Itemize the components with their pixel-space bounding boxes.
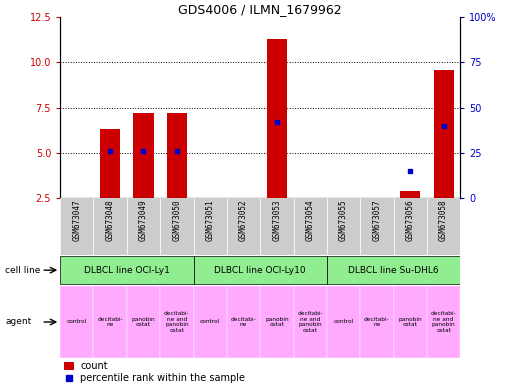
Text: DLBCL line OCI-Ly1: DLBCL line OCI-Ly1 bbox=[84, 266, 170, 275]
Bar bbox=[427, 198, 460, 255]
Bar bbox=[133, 113, 154, 198]
Bar bbox=[360, 286, 393, 358]
Bar bbox=[167, 113, 187, 198]
Bar bbox=[327, 256, 460, 284]
Text: percentile rank within the sample: percentile rank within the sample bbox=[80, 373, 245, 383]
Text: DLBCL line Su-DHL6: DLBCL line Su-DHL6 bbox=[348, 266, 439, 275]
Title: GDS4006 / ILMN_1679962: GDS4006 / ILMN_1679962 bbox=[178, 3, 342, 16]
Bar bbox=[227, 198, 260, 255]
Text: GSM673050: GSM673050 bbox=[173, 199, 181, 240]
Bar bbox=[434, 70, 453, 198]
Text: GSM673051: GSM673051 bbox=[206, 199, 214, 240]
Bar bbox=[394, 286, 427, 358]
Text: decitabi-
ne and
panobin
ostat: decitabi- ne and panobin ostat bbox=[431, 311, 457, 333]
Text: decitabi-
ne and
panobin
ostat: decitabi- ne and panobin ostat bbox=[164, 311, 190, 333]
Text: GSM673058: GSM673058 bbox=[439, 199, 448, 240]
Bar bbox=[194, 286, 227, 358]
Text: GSM673053: GSM673053 bbox=[272, 199, 281, 240]
Bar bbox=[400, 190, 420, 198]
Text: GSM673047: GSM673047 bbox=[72, 199, 81, 240]
Text: control: control bbox=[67, 319, 87, 324]
Bar bbox=[260, 286, 293, 358]
Bar bbox=[227, 286, 260, 358]
Bar bbox=[194, 256, 327, 284]
Text: agent: agent bbox=[5, 318, 31, 326]
Text: decitabi-
ne: decitabi- ne bbox=[364, 317, 390, 327]
Text: GSM673049: GSM673049 bbox=[139, 199, 148, 240]
Bar bbox=[327, 198, 360, 255]
Bar bbox=[60, 198, 94, 255]
Bar bbox=[127, 198, 160, 255]
Bar bbox=[360, 198, 393, 255]
Text: GSM673054: GSM673054 bbox=[306, 199, 315, 240]
Text: count: count bbox=[80, 361, 108, 371]
Text: GSM673055: GSM673055 bbox=[339, 199, 348, 240]
Bar bbox=[194, 198, 227, 255]
Bar bbox=[267, 39, 287, 198]
Bar bbox=[94, 198, 127, 255]
Text: panobin
ostat: panobin ostat bbox=[399, 317, 422, 327]
Bar bbox=[60, 256, 194, 284]
Bar bbox=[327, 286, 360, 358]
Text: DLBCL line OCI-Ly10: DLBCL line OCI-Ly10 bbox=[214, 266, 306, 275]
Bar bbox=[64, 362, 74, 370]
Text: decitabi-
ne: decitabi- ne bbox=[231, 317, 256, 327]
Text: GSM673048: GSM673048 bbox=[106, 199, 115, 240]
Text: GSM673052: GSM673052 bbox=[239, 199, 248, 240]
Bar bbox=[60, 286, 94, 358]
Text: control: control bbox=[200, 319, 220, 324]
Text: GSM673056: GSM673056 bbox=[406, 199, 415, 240]
Bar bbox=[427, 286, 460, 358]
Text: panobin
ostat: panobin ostat bbox=[132, 317, 155, 327]
Bar bbox=[293, 286, 327, 358]
Text: decitabi-
ne: decitabi- ne bbox=[97, 317, 123, 327]
Bar bbox=[260, 198, 293, 255]
Bar bbox=[160, 286, 194, 358]
Text: panobin
ostat: panobin ostat bbox=[265, 317, 289, 327]
Bar bbox=[160, 198, 194, 255]
Bar bbox=[127, 286, 160, 358]
Text: control: control bbox=[334, 319, 354, 324]
Bar bbox=[394, 198, 427, 255]
Bar bbox=[100, 129, 120, 198]
Text: cell line: cell line bbox=[5, 266, 41, 275]
Bar bbox=[293, 198, 327, 255]
Text: decitabi-
ne and
panobin
ostat: decitabi- ne and panobin ostat bbox=[298, 311, 323, 333]
Bar bbox=[94, 286, 127, 358]
Text: GSM673057: GSM673057 bbox=[372, 199, 381, 240]
